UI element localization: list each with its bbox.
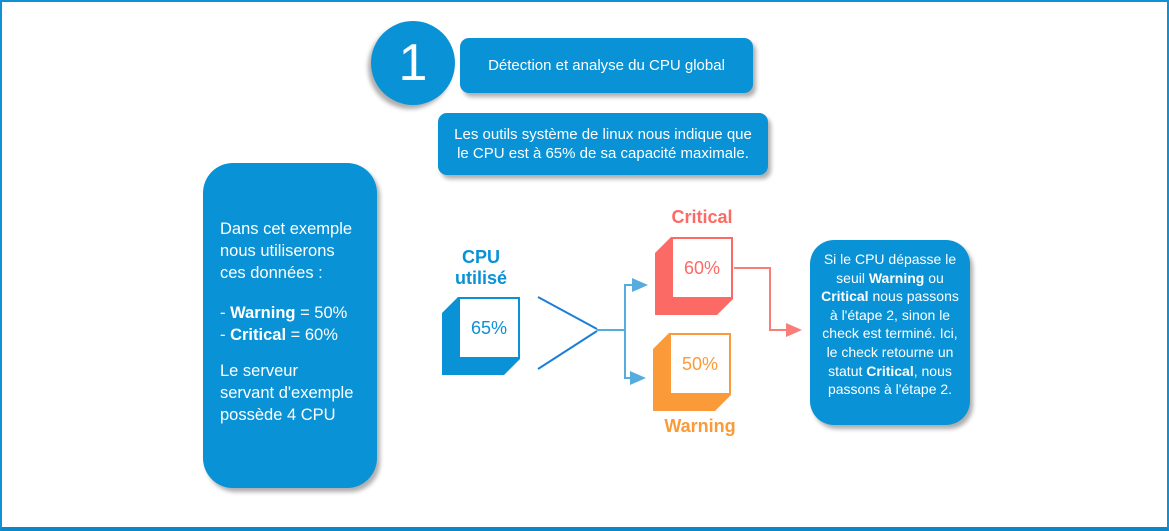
- equals: =: [286, 326, 305, 344]
- critical-threshold-value: 60%: [683, 257, 721, 278]
- step-number-badge: 1: [371, 21, 455, 105]
- cpu-node-face: 65%: [458, 297, 520, 359]
- conclusion-warning-bold: Warning: [868, 269, 925, 286]
- example-outro-line: servant d'exemple: [220, 384, 354, 402]
- conclusion-critical-bold: Critical: [821, 288, 869, 305]
- step-title: Détection et analyse du CPU global: [488, 57, 725, 74]
- conclusion-critical-bold: Critical: [866, 362, 914, 379]
- example-intro: Dans cet exemple nous utiliserons ces do…: [220, 218, 360, 284]
- branch-upper-diagonal: [537, 296, 598, 330]
- step-title-box: Détection et analyse du CPU global: [460, 38, 753, 93]
- warning-value: 50%: [314, 304, 348, 322]
- equals: =: [295, 304, 315, 322]
- dash: -: [220, 304, 231, 322]
- conclusion-text: Si le CPU dépasse le seuil: [823, 251, 957, 286]
- cpu-usage-value: 65%: [470, 317, 508, 338]
- example-outro-line: Le serveur: [220, 362, 298, 380]
- threshold-list: - Warning = 50% - Critical = 60%: [220, 302, 360, 346]
- example-intro-line: ces données :: [220, 264, 323, 282]
- critical-node-face: 60%: [671, 237, 733, 299]
- critical-node: 60%: [655, 237, 733, 315]
- cpu-node-label: CPU utilisé: [454, 247, 507, 288]
- warning-label: Warning: [230, 304, 296, 322]
- critical-to-conclusion-arrow: [734, 267, 802, 337]
- example-outro: Le serveur servant d'exemple possède 4 C…: [220, 360, 360, 426]
- example-outro-line: possède 4 CPU: [220, 406, 336, 424]
- example-intro-line: nous utiliserons: [220, 242, 335, 260]
- cpu-node: 65%: [442, 297, 520, 375]
- critical-node-label: Critical: [671, 207, 733, 227]
- example-intro-line: Dans cet exemple: [220, 220, 353, 238]
- critical-value: 60%: [304, 326, 338, 344]
- warning-node-face: 50%: [669, 333, 731, 395]
- conclusion-text: , nous passons à l'étape 2.: [827, 362, 953, 398]
- branch-lower-diagonal: [537, 330, 598, 370]
- threshold-warning-line: - Warning = 50%: [220, 302, 360, 324]
- warning-node-label: Warning: [664, 416, 736, 436]
- warning-threshold-value: 50%: [681, 353, 719, 374]
- warning-node: 50%: [653, 333, 731, 411]
- step-number: 1: [398, 34, 428, 92]
- arrow-to-critical: [624, 278, 648, 330]
- conclusion-box: Si le CPU dépasse le seuil Warning ou Cr…: [810, 240, 970, 425]
- conclusion-text: nous passons à l'étape 2, sinon le check…: [822, 288, 959, 379]
- example-data-box: Dans cet exemple nous utiliserons ces do…: [203, 163, 377, 488]
- critical-label: Critical: [230, 326, 287, 344]
- arrow-to-warning: [624, 330, 646, 385]
- cpu-info-box: Les outils système de linux nous indique…: [438, 113, 768, 175]
- dash: -: [220, 326, 231, 344]
- threshold-critical-line: - Critical = 60%: [220, 324, 360, 346]
- cpu-info-text: Les outils système de linux nous indique…: [454, 126, 752, 162]
- conclusion-text: ou: [924, 269, 944, 286]
